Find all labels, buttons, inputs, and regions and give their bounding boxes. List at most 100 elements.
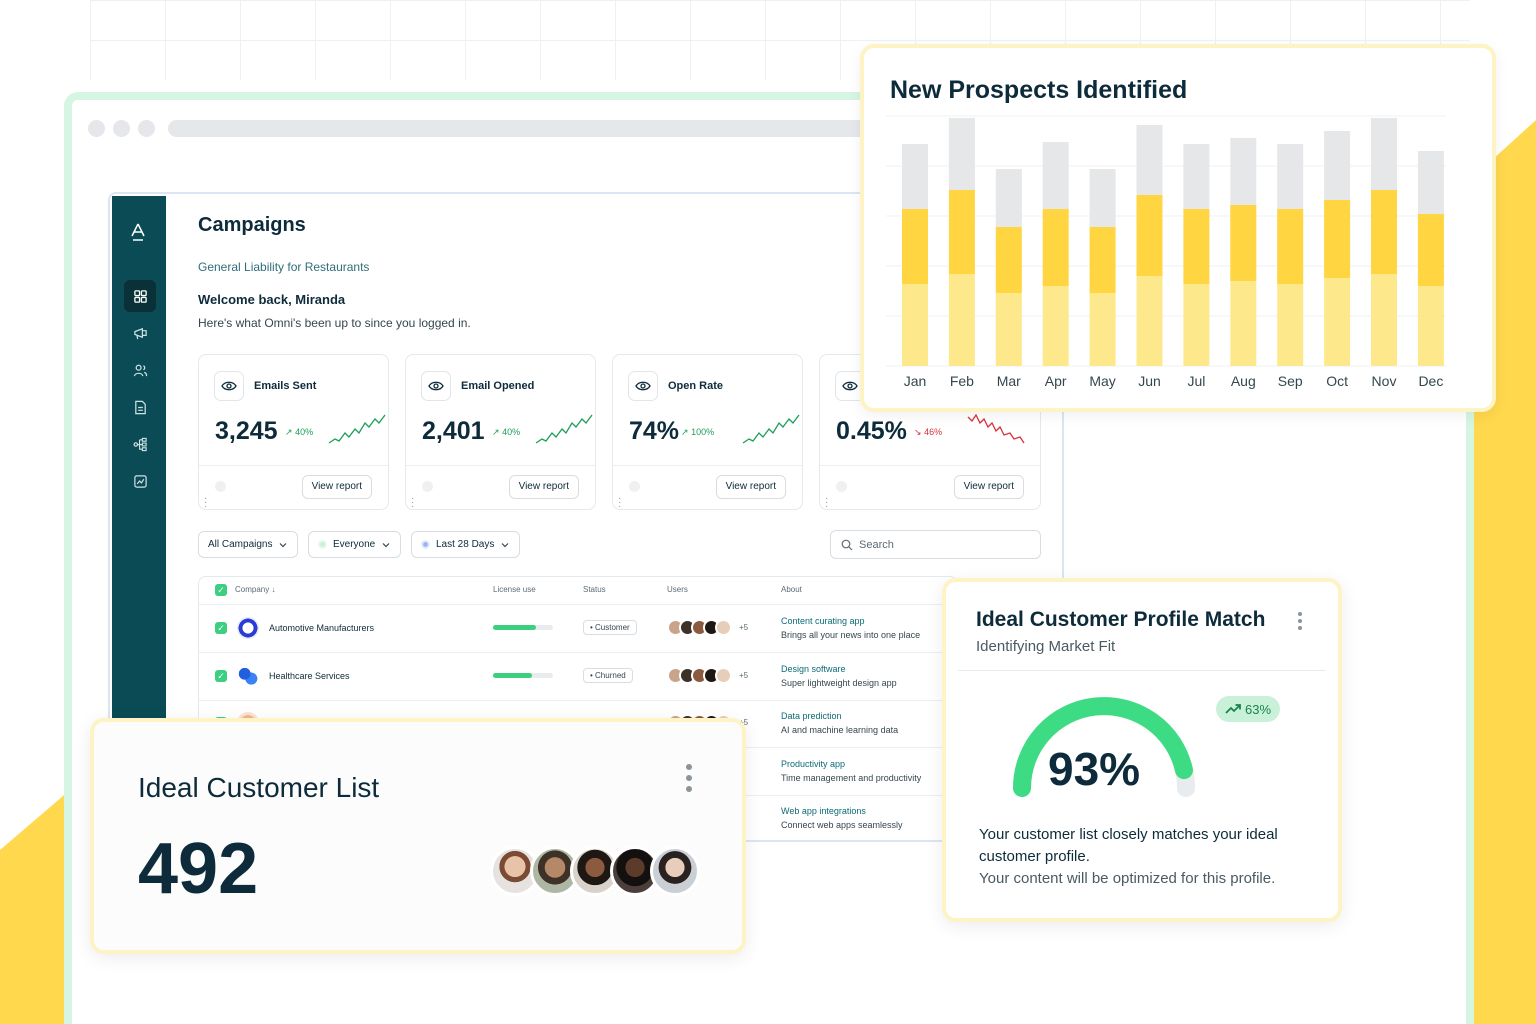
- search-placeholder: Search: [859, 538, 894, 551]
- megaphone-icon: [133, 327, 147, 339]
- gauge-fill: [1013, 697, 1193, 797]
- bar-segment-jun-0: [1136, 276, 1163, 366]
- window-dot[interactable]: [138, 120, 155, 137]
- table-row[interactable]: ✓ Healthcare Services • Churned +5 Design so…: [199, 577, 957, 840]
- welcome-text: Here's what Omni's been up to since you …: [198, 316, 471, 330]
- column-license[interactable]: License use: [493, 585, 536, 594]
- status-dot-icon: [836, 481, 847, 492]
- sidebar-item-dashboard[interactable]: [124, 280, 156, 312]
- drag-handle-icon[interactable]: · · ·: [204, 493, 208, 512]
- search-icon: [841, 539, 853, 550]
- drag-handle-icon[interactable]: · · ·: [411, 493, 415, 512]
- stat-card: Open Rate 74% ↗ 100% View report · · ·: [612, 354, 803, 512]
- about-description: Time management and productivity: [781, 772, 922, 783]
- sidebar-item-reports[interactable]: [124, 465, 156, 497]
- stat-label: Open Rate: [668, 380, 724, 392]
- address-bar[interactable]: [168, 120, 868, 137]
- drag-handle-icon[interactable]: · · ·: [825, 493, 829, 512]
- chevron-down-icon: [280, 542, 287, 547]
- status-dot-icon: [422, 481, 433, 492]
- sidebar-item-documents[interactable]: [124, 391, 156, 423]
- audience-filter-dropdown[interactable]: Everyone: [308, 531, 402, 558]
- license-usage-fill: [493, 672, 532, 678]
- match-percentage: 93%: [1048, 743, 1141, 795]
- view-report-button[interactable]: View report: [715, 475, 786, 499]
- icp-title: Ideal Customer Profile Match: [976, 608, 1266, 631]
- table-row[interactable]: ✓ Automotive Manufacturers • Customer +5 Con…: [199, 577, 957, 840]
- bar-segment-dec-1: [1417, 214, 1444, 286]
- avatar: [650, 846, 700, 896]
- x-tick-label: Aug: [1231, 373, 1256, 389]
- column-users[interactable]: Users: [667, 585, 688, 594]
- stat-change: ↘ 46%: [914, 427, 942, 438]
- icp-description: Your customer list closely matches your …: [979, 826, 1278, 865]
- row-checkbox[interactable]: ✓: [215, 622, 227, 634]
- view-report-button[interactable]: View report: [953, 475, 1024, 499]
- bar-segment-mar-0: [995, 293, 1022, 366]
- change-value: 63%: [1245, 701, 1272, 717]
- company-name[interactable]: Automotive Manufacturers: [269, 623, 375, 633]
- sidebar-item-users[interactable]: [124, 354, 156, 386]
- x-tick-label: May: [1089, 373, 1115, 389]
- about-description: AI and machine learning data: [781, 725, 899, 735]
- company-name[interactable]: Healthcare Services: [269, 670, 350, 681]
- view-report-button[interactable]: View report: [301, 475, 372, 499]
- table-row[interactable]: Web app integrations Connect web apps sea…: [199, 577, 957, 840]
- card-divider: [820, 465, 1040, 466]
- bar-segment-jun-2: [1136, 125, 1163, 195]
- page-subtitle: General Liability for Restaurants: [198, 260, 370, 274]
- table-divider: [199, 604, 957, 605]
- page-title: Campaigns: [198, 214, 306, 236]
- campaign-filter-label: All Campaigns: [208, 539, 273, 550]
- bar-segment-apr-0: [1042, 286, 1069, 366]
- user-avatars: [667, 619, 732, 636]
- license-usage-fill: [493, 625, 537, 630]
- prospects-card: New Prospects Identified Jan Feb Mar Apr May…: [860, 44, 1496, 412]
- table-divider: [199, 652, 957, 653]
- card-divider: [613, 465, 802, 466]
- match-gauge: [1013, 697, 1195, 797]
- stat-change-value: 40%: [502, 427, 521, 437]
- bar-segment-feb-2: [948, 118, 975, 190]
- window-dot[interactable]: [88, 120, 105, 137]
- card-divider: [199, 465, 388, 466]
- sidebar-item-workflows[interactable]: [124, 428, 156, 460]
- bar-segment-mar-1: [995, 227, 1022, 293]
- select-all-checkbox[interactable]: ✓: [215, 584, 227, 596]
- column-company[interactable]: Company ↓: [235, 585, 276, 594]
- prospects-bar-chart: Jan Feb Mar Apr May Jun Jul Aug Sep Oct Nov Dec: [886, 115, 1446, 389]
- x-tick-label: Sep: [1278, 373, 1303, 389]
- bar-segment-feb-0: [948, 274, 975, 366]
- window-dot[interactable]: [113, 120, 130, 137]
- more-options-icon[interactable]: [686, 764, 692, 792]
- bar-segment-may-0: [1089, 293, 1116, 366]
- about-title: Design software: [781, 663, 846, 674]
- view-report-button[interactable]: View report: [508, 475, 579, 499]
- status-dot-icon: [318, 540, 327, 549]
- stat-value: 3,245: [215, 417, 278, 445]
- x-tick-label: Dec: [1418, 373, 1443, 389]
- company-logo-icon: [237, 664, 259, 687]
- logo-icon[interactable]: [129, 222, 147, 247]
- column-status[interactable]: Status: [583, 585, 606, 594]
- row-checkbox[interactable]: ✓: [215, 669, 227, 682]
- bar-segment-apr-1: [1042, 209, 1069, 286]
- campaign-filter-dropdown[interactable]: All Campaigns: [198, 531, 299, 558]
- bar-segment-dec-0: [1417, 286, 1444, 366]
- sidebar: [112, 196, 166, 796]
- stat-label: Email Opened: [461, 380, 535, 392]
- more-options-icon[interactable]: [1298, 612, 1302, 630]
- sidebar-item-campaigns[interactable]: [124, 317, 156, 349]
- decor-yellow-left: [0, 790, 70, 1024]
- column-about[interactable]: About: [781, 585, 802, 594]
- sparkline: [535, 414, 593, 444]
- icl-title: Ideal Customer List: [138, 772, 380, 803]
- prospects-title: New Prospects Identified: [890, 76, 1188, 104]
- search-input[interactable]: Search: [830, 530, 1041, 559]
- date-range-dropdown[interactable]: Last 28 Days: [411, 531, 521, 558]
- stat-change: ↗ 40%: [285, 427, 313, 438]
- workflow-icon: [133, 437, 147, 451]
- icl-count: 492: [138, 829, 259, 909]
- status-dot-icon: [629, 481, 640, 492]
- drag-handle-icon[interactable]: · · ·: [618, 493, 622, 512]
